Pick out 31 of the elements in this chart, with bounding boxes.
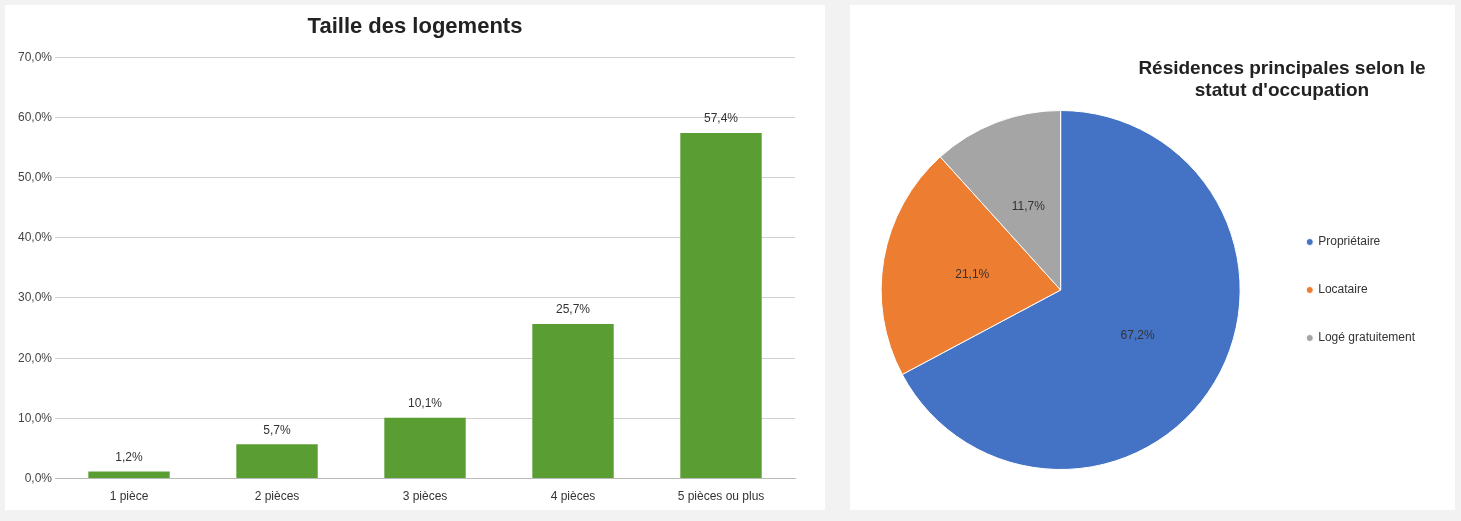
y-tick-label: 0,0% [24, 470, 53, 485]
bar [236, 444, 318, 479]
x-tick-label: 4 pièces [550, 489, 596, 504]
bar [88, 471, 170, 479]
data-label: 1,2% [115, 449, 144, 464]
bar [532, 323, 614, 479]
x-tick-label: 3 pièces [402, 489, 448, 504]
legend-label: Locataire [1318, 282, 1368, 297]
data-label: 67,2% [1120, 328, 1155, 343]
y-tick-label: 70,0% [17, 49, 53, 64]
data-label: 57,4% [703, 111, 739, 126]
data-label: 11,7% [1011, 198, 1046, 213]
y-tick-label: 60,0% [17, 109, 53, 124]
chart-title: Taille des logements [306, 13, 524, 39]
data-label: 5,7% [263, 422, 292, 437]
legend-label: Propriétaire [1318, 234, 1381, 249]
y-tick-label: 50,0% [17, 169, 53, 184]
legend-label: Logé gratuitement [1318, 330, 1416, 345]
bar [384, 417, 466, 479]
x-tick-label: 1 pièce [109, 489, 149, 504]
x-tick-label: 2 pièces [254, 489, 300, 504]
x-tick-label: 5 pièces ou plus [677, 489, 765, 504]
y-tick-label: 30,0% [17, 290, 53, 305]
y-tick-label: 20,0% [17, 350, 53, 365]
bar [680, 133, 762, 479]
data-label: 10,1% [408, 396, 443, 411]
y-tick-label: 40,0% [17, 230, 53, 245]
data-label: 21,1% [955, 266, 990, 281]
y-tick-label: 10,0% [17, 410, 53, 425]
chart-title: Résidences principales selon le statut d'occupation [1137, 57, 1427, 101]
data-label: 25,7% [555, 302, 591, 317]
